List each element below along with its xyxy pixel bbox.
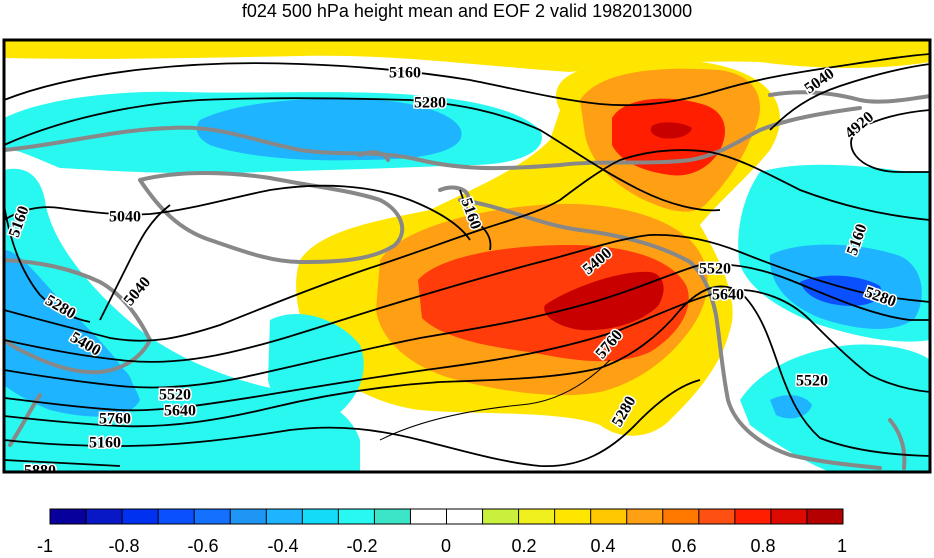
colorbar-swatch	[50, 509, 87, 524]
positive-peak-north	[650, 122, 692, 139]
contour-5040-west-2	[99, 204, 171, 321]
coastline-siberia	[458, 198, 882, 470]
colorbar-swatch	[374, 509, 411, 524]
colorbar-tick-label: -0.2	[346, 536, 377, 556]
contour-label: 5880	[24, 463, 56, 480]
colorbar-swatch	[554, 509, 592, 524]
colorbar-swatch	[194, 509, 231, 524]
shaded-field	[4, 40, 930, 472]
negative-core-north-west	[196, 98, 462, 161]
contour-5520-central	[4, 288, 930, 412]
contour-5160-west	[4, 204, 91, 323]
colorbar-swatch	[122, 509, 159, 524]
colorbar-tick-label: -0.6	[187, 536, 218, 556]
colorbar-swatch	[302, 509, 339, 524]
contour-label: 5280	[414, 95, 446, 112]
contour-5760	[4, 379, 701, 468]
chart-title: f024 500 hPa height mean and EOF 2 valid…	[241, 1, 693, 21]
coastline-arctic	[4, 106, 862, 171]
contour-label: 5160	[389, 65, 421, 82]
colorbar-tick-label: -0.4	[267, 536, 298, 556]
contour-label: 5520	[159, 387, 191, 404]
contour-5160-central-north	[459, 189, 492, 251]
coastline-island-2	[438, 185, 470, 198]
contour-5400-central	[4, 263, 930, 389]
positive-region-top	[4, 40, 930, 72]
coastlines	[4, 90, 930, 470]
contour-label: 5040	[109, 209, 141, 226]
contour-label: 5640	[712, 287, 744, 304]
coastline-asia-east	[768, 90, 930, 104]
colorbar-tick-label: -0.8	[108, 536, 139, 556]
contour-5160-central	[4, 149, 930, 342]
colorbar: -1 -0.8 -0.6 -0.4 -0.2 0 0.2 0.4 0.6 0.8 1	[37, 508, 847, 556]
colorbar-swatch	[734, 509, 772, 524]
contour-label: 5160	[89, 435, 121, 452]
colorbar-swatch	[338, 509, 375, 524]
colorbar-swatch	[518, 509, 556, 524]
negative-region-south-central	[268, 314, 364, 423]
colorbar-swatch	[662, 509, 700, 524]
plot-frame	[2, 38, 932, 474]
colorbar-swatch	[482, 509, 520, 524]
positive-peak-central	[544, 271, 664, 331]
colorbar-swatch	[446, 509, 484, 524]
colorbar-swatch	[86, 509, 123, 524]
contour-label: 5760	[99, 411, 131, 428]
colorbar-swatch	[410, 509, 447, 524]
colorbar-swatch	[770, 509, 808, 524]
colorbar-tick-label: 0.6	[671, 536, 696, 556]
colorbar-swatch	[590, 509, 628, 524]
colorbar-tick-label: 0.8	[750, 536, 775, 556]
colorbar-swatch	[806, 509, 844, 524]
negative-peak-east	[800, 275, 882, 306]
contour-label: 5520	[699, 261, 731, 278]
contour-label: 5640	[164, 403, 196, 420]
contour-southwest	[4, 459, 121, 467]
colorbar-swatch	[158, 509, 195, 524]
colorbar-swatch	[698, 509, 736, 524]
colorbar-swatch	[626, 509, 664, 524]
colorbar-tick-label: 0.2	[511, 536, 536, 556]
coastline-japan	[888, 418, 907, 470]
height-contours	[4, 53, 930, 468]
negative-core-south-east	[770, 395, 812, 419]
coastline-island-1	[358, 150, 390, 162]
colorbar-tick-label: 1	[837, 536, 847, 556]
contour-5040-east	[769, 63, 930, 131]
colorbar-tick-label: 0.4	[590, 536, 615, 556]
colorbar-tick-label: -1	[37, 536, 53, 556]
colorbar-tick-label: 0	[441, 536, 451, 556]
contour-5280-north	[4, 97, 721, 212]
contour-label: 5520	[796, 373, 828, 390]
colorbar-swatch	[230, 509, 267, 524]
coastline-greenland	[138, 171, 405, 264]
contour-thin	[379, 359, 611, 441]
colorbar-frame	[49, 508, 844, 525]
contour-5640-central	[4, 285, 930, 457]
colorbar-swatch	[266, 509, 303, 524]
contour-5160-north	[4, 53, 930, 107]
contour-5040-west	[4, 184, 471, 241]
contour-4920	[850, 109, 930, 173]
contour-5280-central	[4, 234, 930, 363]
negative-region-south-east	[740, 344, 930, 472]
